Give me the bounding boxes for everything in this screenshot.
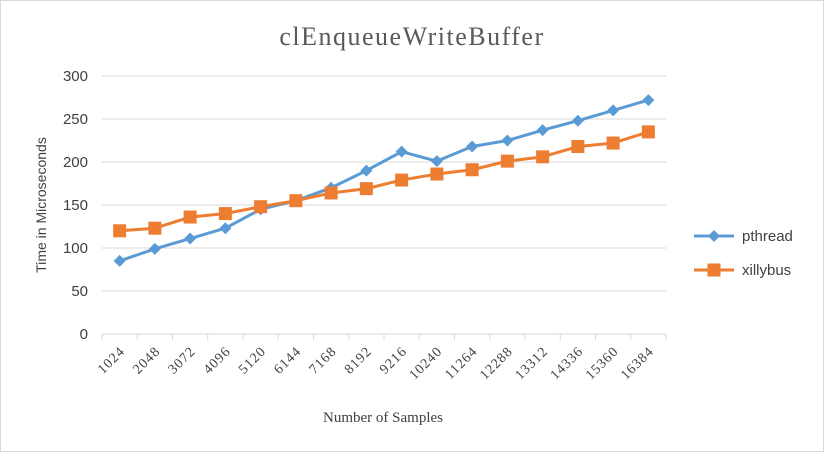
legend-marker bbox=[708, 230, 720, 242]
legend-item-pthread: pthread bbox=[694, 228, 793, 245]
legend-item-xillybus: xillybus bbox=[694, 262, 791, 279]
y-tick-label: 100 bbox=[63, 240, 88, 257]
data-point-pthread bbox=[607, 104, 620, 117]
data-point-pthread bbox=[360, 164, 373, 177]
data-point-pthread bbox=[642, 94, 655, 107]
data-point-xillybus bbox=[606, 136, 620, 150]
y-tick-label: 200 bbox=[63, 154, 88, 171]
data-point-pthread bbox=[571, 114, 584, 127]
data-point-xillybus bbox=[289, 194, 303, 208]
legend-label: pthread bbox=[742, 228, 793, 245]
data-point-xillybus bbox=[536, 150, 550, 164]
data-point-xillybus bbox=[571, 140, 585, 154]
y-tick-label: 0 bbox=[80, 326, 88, 343]
y-tick-label: 150 bbox=[63, 197, 88, 214]
data-point-xillybus bbox=[148, 221, 162, 235]
series-line-pthread bbox=[119, 98, 649, 263]
data-point-pthread bbox=[395, 145, 408, 158]
x-axis-title: Number of Samples bbox=[323, 410, 443, 426]
series-line-xillybus bbox=[119, 130, 649, 233]
data-point-pthread bbox=[430, 155, 443, 168]
data-point-xillybus bbox=[430, 167, 444, 181]
data-point-xillybus bbox=[465, 163, 479, 177]
data-point-xillybus bbox=[254, 200, 268, 214]
y-tick-label: 50 bbox=[71, 283, 88, 300]
data-point-pthread bbox=[466, 140, 479, 153]
legend-label: xillybus bbox=[742, 262, 791, 279]
y-tick-label: 250 bbox=[63, 111, 88, 128]
data-point-xillybus bbox=[395, 173, 409, 187]
series-layer bbox=[113, 94, 655, 267]
data-point-xillybus bbox=[183, 210, 197, 224]
data-point-xillybus bbox=[641, 125, 655, 139]
data-point-xillybus bbox=[324, 186, 338, 200]
y-tick-label: 300 bbox=[63, 68, 88, 85]
data-point-pthread bbox=[148, 242, 161, 255]
data-point-xillybus bbox=[218, 207, 232, 221]
data-point-xillybus bbox=[500, 154, 514, 168]
data-point-pthread bbox=[536, 124, 549, 137]
y-axis-title: Time in Microseconds bbox=[33, 137, 49, 273]
y-axis-ticks: 0 50 100 150 200 250 300 bbox=[63, 68, 88, 343]
legend: pthread xillybus bbox=[694, 228, 793, 279]
chart-title: clEnqueueWriteBuffer bbox=[279, 22, 544, 51]
data-point-xillybus bbox=[359, 182, 373, 196]
data-point-pthread bbox=[184, 232, 197, 245]
data-point-xillybus bbox=[113, 224, 127, 238]
data-point-pthread bbox=[501, 134, 514, 147]
data-point-pthread bbox=[113, 254, 126, 267]
legend-marker bbox=[707, 263, 721, 277]
data-point-pthread bbox=[219, 222, 232, 235]
series-xillybus bbox=[113, 125, 655, 238]
